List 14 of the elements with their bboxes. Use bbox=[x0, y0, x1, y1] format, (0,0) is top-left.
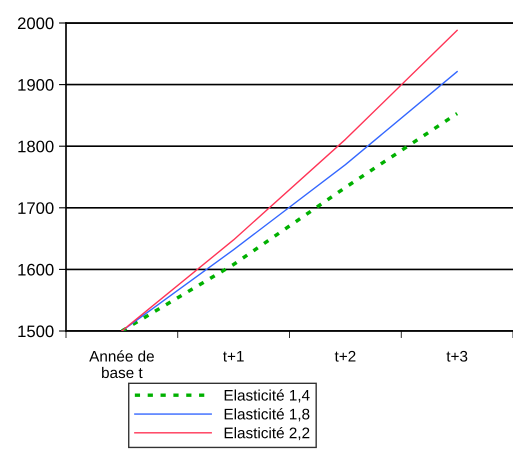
y-tick-label: 1700 bbox=[18, 202, 54, 214]
x-tick-label: t+3 bbox=[446, 350, 468, 362]
y-tick-label: 1900 bbox=[18, 79, 54, 91]
x-tick-label: Année de base t bbox=[89, 350, 154, 378]
x-tick-label: t+2 bbox=[334, 350, 356, 362]
legend-label: Elasticité 1,8 bbox=[224, 408, 310, 422]
legend-label: Elasticité 1,4 bbox=[224, 389, 310, 402]
x-tick-label: t+1 bbox=[223, 351, 244, 362]
legend-label: Elasticité 2,2 bbox=[224, 426, 310, 440]
y-tick-label: 1600 bbox=[18, 264, 54, 276]
y-tick-label: 2000 bbox=[18, 17, 54, 30]
y-tick-label: 1800 bbox=[18, 140, 54, 152]
line-series bbox=[120, 112, 459, 331]
y-tick-label: 1500 bbox=[18, 325, 54, 338]
